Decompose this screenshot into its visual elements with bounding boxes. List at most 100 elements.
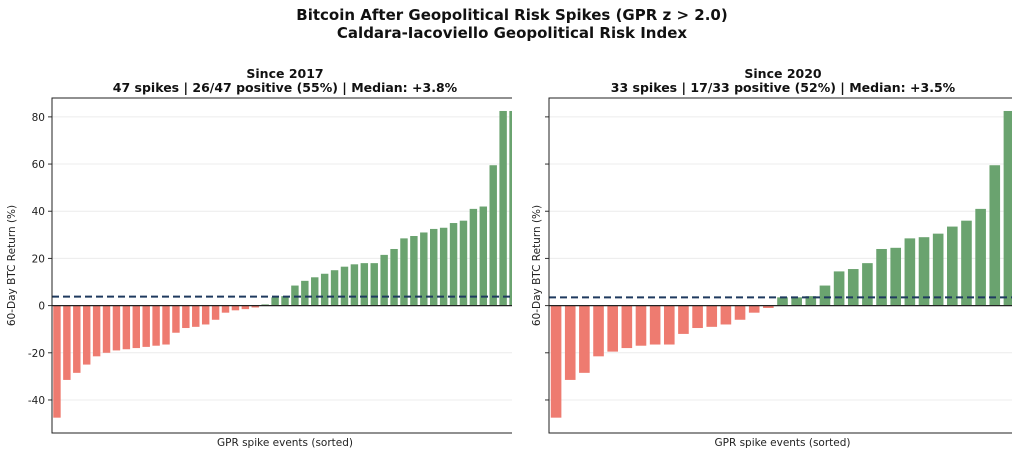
bar — [692, 305, 703, 329]
bar — [734, 305, 746, 320]
panel-subtitle: 33 spikes | 17/33 positive (52%) | Media… — [611, 80, 956, 95]
bar — [947, 226, 958, 306]
bar — [499, 110, 507, 306]
bar — [720, 305, 732, 325]
bar — [340, 266, 349, 306]
bar — [400, 238, 408, 306]
bar — [479, 206, 488, 306]
bar — [918, 237, 930, 306]
bar — [311, 277, 319, 306]
bar — [706, 305, 718, 327]
bar — [380, 254, 388, 306]
bar — [607, 305, 618, 352]
bar — [833, 271, 845, 306]
bar — [430, 228, 438, 306]
y-tick-label: 0 — [38, 301, 45, 313]
bar — [201, 305, 210, 325]
bar — [271, 297, 279, 306]
bar — [410, 236, 418, 306]
bar — [53, 305, 61, 418]
bar — [172, 305, 180, 333]
bar — [459, 220, 468, 306]
bar — [221, 305, 230, 313]
bar — [593, 305, 604, 357]
bar — [777, 297, 788, 306]
bar — [350, 264, 359, 306]
panel-title: Since 2020 — [744, 66, 822, 81]
bar — [112, 305, 121, 351]
bar — [281, 296, 289, 306]
y-tick-label: -20 — [28, 348, 45, 360]
bar — [63, 305, 71, 380]
bar — [301, 280, 309, 306]
y-tick-label: 20 — [32, 253, 45, 265]
bar — [73, 305, 81, 373]
plot-frame — [51, 97, 512, 434]
bar — [989, 165, 1001, 306]
bar — [439, 227, 448, 306]
plot-frame — [548, 97, 1012, 434]
bar — [489, 165, 497, 306]
bar — [876, 248, 887, 306]
bar — [192, 305, 200, 327]
bar — [678, 305, 689, 334]
bar — [102, 305, 111, 353]
bar — [152, 305, 160, 346]
bar — [211, 305, 220, 320]
bar — [251, 305, 259, 308]
panel-subtitle: 47 spikes | 26/47 positive (55%) | Media… — [113, 80, 458, 95]
x-axis-label: GPR spike events (sorted) — [714, 437, 850, 449]
bar — [763, 305, 774, 308]
bar — [791, 297, 802, 306]
bar — [291, 285, 299, 306]
y-tick-label: -40 — [28, 395, 45, 407]
bar — [509, 110, 512, 306]
bar — [92, 305, 101, 357]
x-axis-label: GPR spike events (sorted) — [217, 437, 353, 449]
bar — [961, 220, 972, 306]
bar — [564, 305, 576, 380]
bar — [449, 223, 458, 306]
y-axis-label: 60-Day BTC Return (%) — [531, 205, 543, 326]
figure-title: Bitcoin After Geopolitical Risk Spikes (… — [296, 6, 728, 24]
bar — [904, 238, 916, 306]
bar — [550, 305, 562, 418]
bar — [420, 232, 428, 306]
bar — [82, 305, 91, 365]
bar — [182, 305, 190, 329]
y-axis-label: 60-Day BTC Return (%) — [6, 205, 18, 326]
bar — [1003, 110, 1012, 306]
bar — [231, 305, 240, 311]
bar — [132, 305, 140, 349]
bar — [241, 305, 250, 310]
bar — [579, 305, 590, 373]
bar — [621, 305, 633, 349]
bar — [805, 296, 817, 306]
bar — [975, 208, 986, 306]
bar — [162, 305, 170, 345]
bar — [649, 305, 661, 345]
bar — [142, 305, 150, 347]
bar — [330, 270, 339, 306]
y-tick-label: 40 — [32, 206, 45, 218]
bar — [469, 208, 478, 306]
bar — [819, 285, 831, 306]
bar — [890, 247, 902, 306]
figure-subtitle: Caldara-Iacoviello Geopolitical Risk Ind… — [336, 24, 688, 42]
bar — [390, 248, 398, 306]
bar — [360, 263, 369, 306]
bar — [847, 269, 859, 306]
bar — [122, 305, 131, 350]
bar — [932, 233, 944, 306]
bar — [748, 305, 760, 313]
panel-title: Since 2017 — [246, 66, 323, 81]
y-tick-label: 60 — [32, 159, 45, 171]
bar — [635, 305, 647, 346]
bar — [663, 305, 675, 345]
y-tick-label: 80 — [32, 112, 45, 124]
bar — [862, 263, 873, 306]
bar — [320, 273, 329, 306]
